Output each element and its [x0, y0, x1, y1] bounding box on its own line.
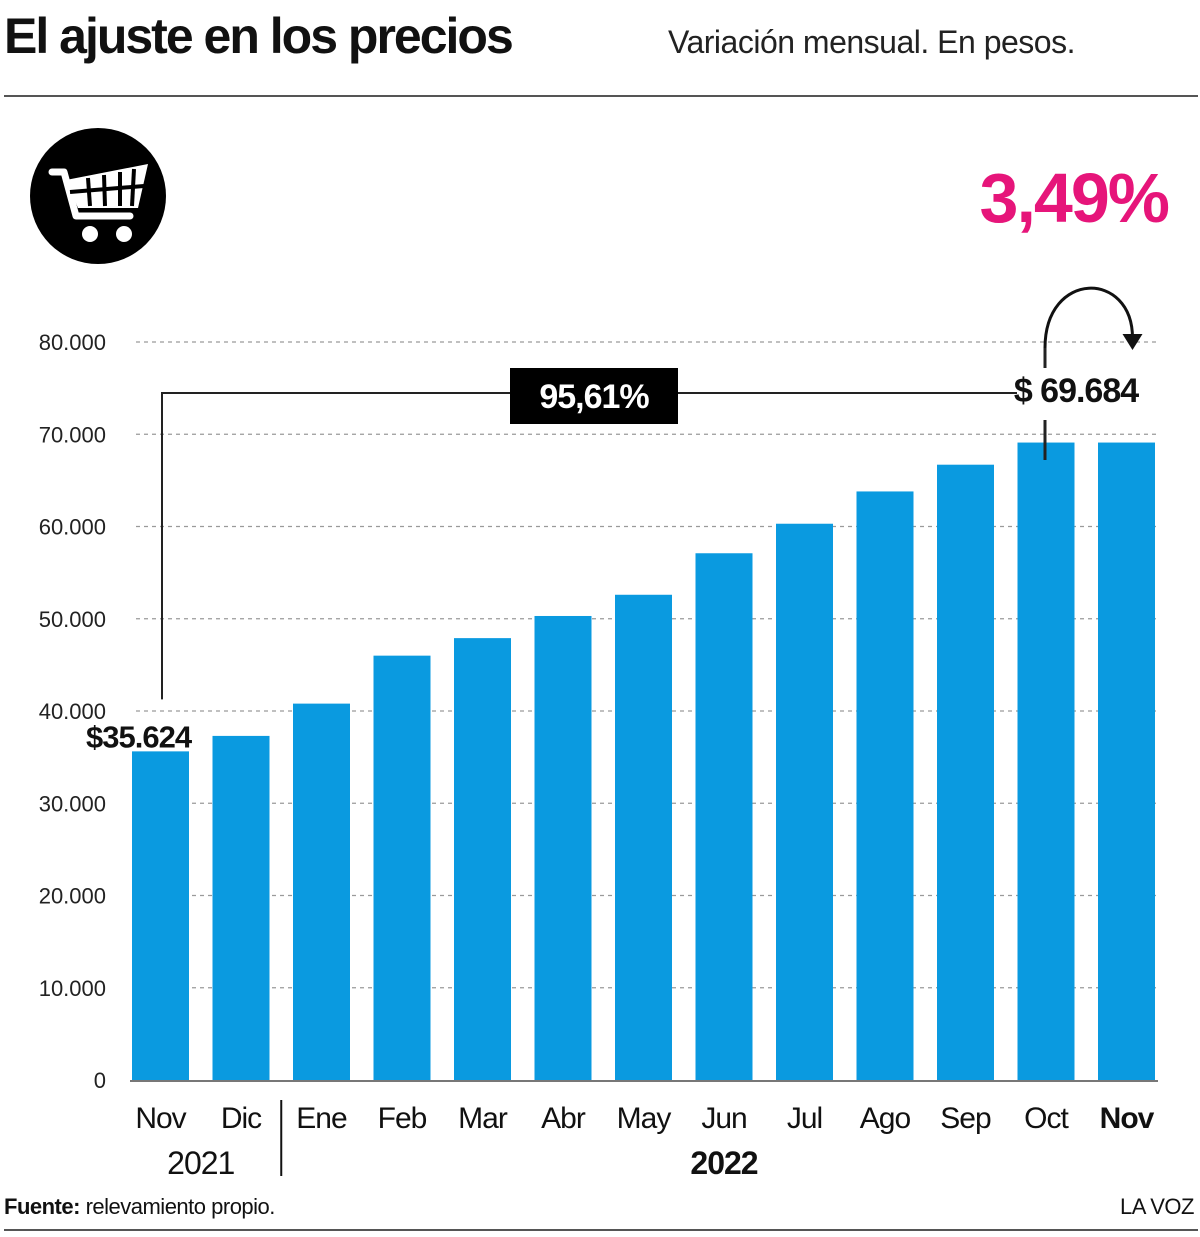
- x-tick-label: Ago: [860, 1102, 911, 1135]
- curved-arrow: [1043, 286, 1134, 349]
- monthly-variation-value: 3,49%: [979, 159, 1170, 237]
- x-tick-label: Mar: [458, 1102, 508, 1135]
- y-tick-label: 50.000: [39, 607, 106, 632]
- source-text: relevamiento propio.: [79, 1194, 276, 1219]
- shopping-cart-icon: [48, 164, 148, 242]
- x-tick-label: Oct: [1024, 1102, 1069, 1135]
- source-note: Fuente: relevamiento propio.: [4, 1194, 275, 1220]
- cart-badge: [30, 128, 166, 264]
- y-tick-label: 80.000: [39, 330, 106, 355]
- bars: [132, 442, 1155, 1080]
- change-label: 95,61%: [539, 378, 649, 416]
- x-tick-label: Jun: [701, 1102, 746, 1135]
- chart-title: El ajuste en los precios: [4, 8, 514, 64]
- bar: [695, 553, 753, 1080]
- x-tick-label: Nov: [135, 1102, 186, 1135]
- y-tick-label: 20.000: [39, 884, 106, 909]
- y-tick-label: 30.000: [39, 791, 106, 816]
- source-label: Fuente:: [4, 1194, 80, 1219]
- end-value-label: $ 69.684: [1014, 372, 1139, 410]
- x-tick-label: Sep: [940, 1102, 991, 1135]
- y-tick-label: 60.000: [39, 515, 106, 540]
- bar-chart: 0 10.000 20.000 30.000 40.000 50.000 60.000 70.…: [39, 286, 1160, 1181]
- annotations: 95,61% $35.624 $ 69.684: [86, 286, 1143, 754]
- bottom-divider: [4, 1229, 1198, 1231]
- bar: [212, 735, 270, 1080]
- x-tick-label: May: [617, 1102, 672, 1135]
- bar: [856, 491, 914, 1080]
- x-axis-ticks: Nov Dic Ene Feb Mar Abr May Jun Jul Ago Sep Oct Nov: [135, 1102, 1155, 1135]
- start-value-label: $35.624: [86, 719, 193, 754]
- y-tick-label: 70.000: [39, 422, 106, 447]
- change-label-box: [510, 368, 678, 424]
- x-tick-label: Abr: [541, 1102, 586, 1135]
- bar: [454, 638, 511, 1080]
- bar: [615, 594, 672, 1080]
- y-tick-label: 10.000: [39, 976, 106, 1001]
- year-label: 2022: [690, 1145, 757, 1181]
- x-tick-label: Nov: [1100, 1102, 1155, 1135]
- bar: [293, 703, 350, 1080]
- bar: [534, 615, 592, 1080]
- x-tick-label: Jul: [787, 1102, 822, 1135]
- year-label: 2021: [167, 1145, 234, 1181]
- bar: [937, 464, 994, 1080]
- brand-credit: LA VOZ: [1119, 1194, 1195, 1219]
- y-axis-ticks: 0 10.000 20.000 30.000 40.000 50.000 60.000 70.…: [39, 330, 106, 1093]
- y-tick-label: 0: [94, 1068, 106, 1093]
- x-tick-label: Feb: [378, 1102, 427, 1135]
- x-tick-label: Ene: [296, 1102, 347, 1135]
- bar: [132, 751, 189, 1080]
- bar: [776, 523, 833, 1080]
- bar: [373, 655, 431, 1080]
- top-divider: [4, 95, 1198, 97]
- year-labels: 2021 2022: [167, 1100, 759, 1181]
- arrow-head: [1122, 334, 1143, 350]
- x-tick-label: Dic: [221, 1102, 262, 1135]
- chart-subtitle: Variación mensual. En pesos.: [668, 24, 1075, 60]
- change-bracket: [161, 392, 1017, 700]
- bar: [1017, 442, 1075, 1080]
- bar: [1098, 442, 1155, 1080]
- y-tick-label: 40.000: [39, 699, 106, 724]
